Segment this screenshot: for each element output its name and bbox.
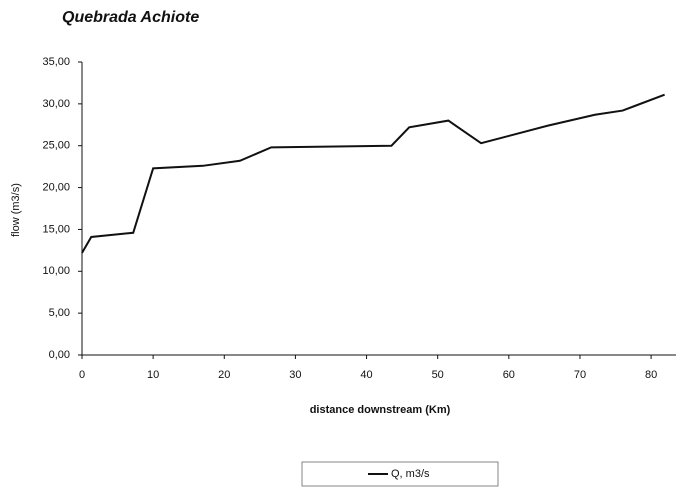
legend-box — [301, 461, 499, 487]
x-tick-label: 10 — [147, 369, 159, 381]
y-tick-label: 30,00 — [42, 98, 70, 110]
y-tick-label: 25,00 — [42, 140, 70, 152]
chart-title: Quebrada Achiote — [62, 9, 199, 26]
x-tick-label: 40 — [360, 369, 372, 381]
y-tick-label: 20,00 — [42, 181, 70, 193]
y-tick-label: 15,00 — [42, 223, 70, 235]
x-axis-title: distance downstream (Km) — [310, 404, 451, 416]
x-tick-label: 20 — [218, 369, 230, 381]
y-tick-label: 5,00 — [49, 307, 70, 319]
y-tick-label: 10,00 — [42, 265, 70, 277]
y-axis-title: flow (m3/s) — [10, 183, 22, 237]
x-tick-label: 50 — [432, 369, 444, 381]
x-tick-label: 60 — [503, 369, 515, 381]
x-tick-label: 70 — [574, 369, 586, 381]
y-tick-label: 0,00 — [49, 349, 70, 361]
x-tick-label: 30 — [289, 369, 301, 381]
x-tick-label: 0 — [79, 369, 85, 381]
legend-label: Q, m3/s — [391, 468, 430, 480]
data-line — [81, 93, 665, 254]
x-tick-label: 80 — [645, 369, 657, 381]
y-tick-label: 35,00 — [42, 56, 70, 68]
